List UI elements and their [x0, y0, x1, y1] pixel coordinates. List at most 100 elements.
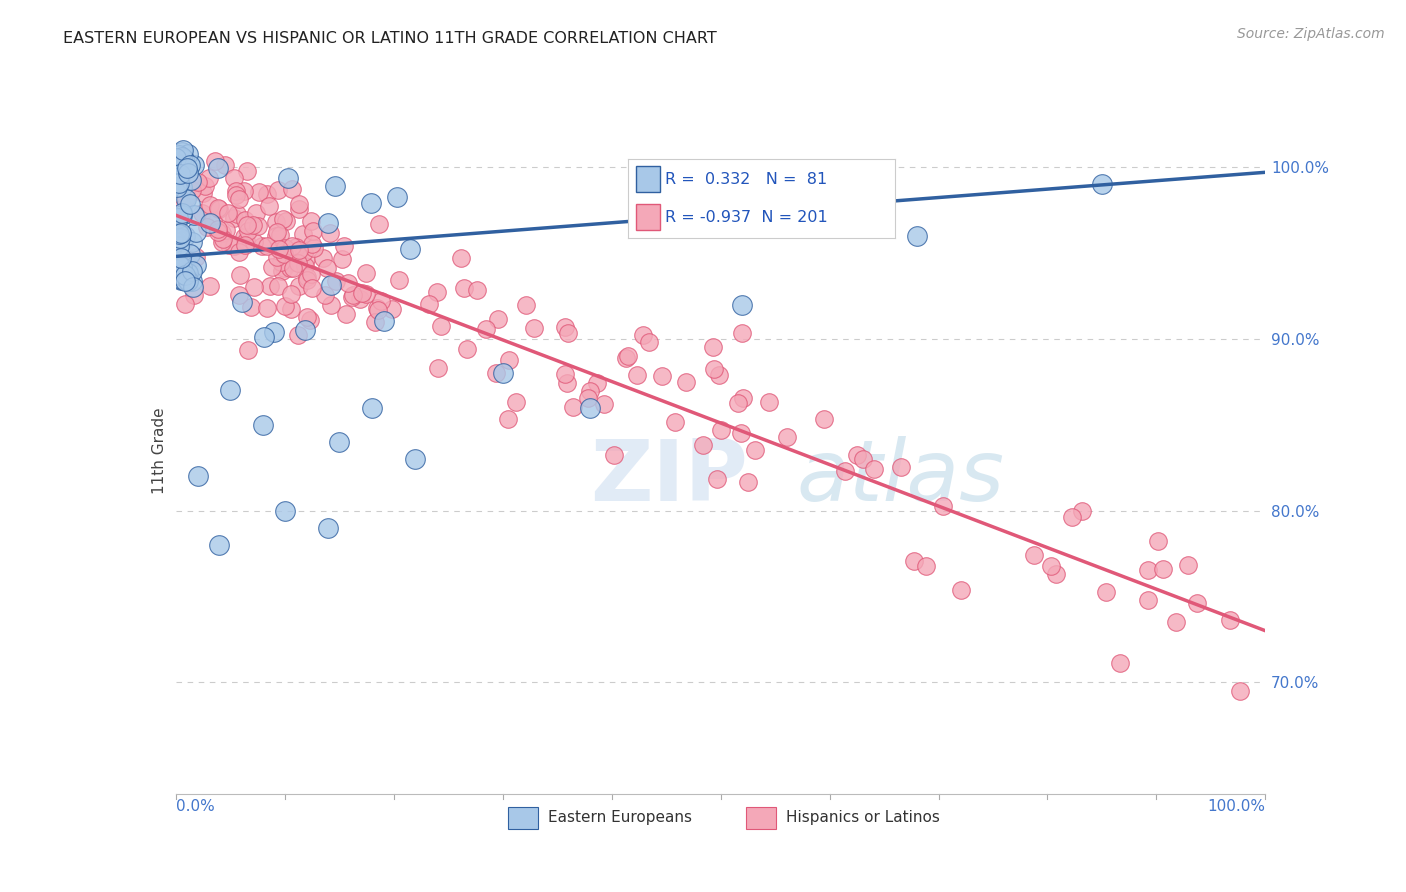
Point: [273, 241, 295, 255]
Point: [176, 161, 198, 175]
Point: [1229, 684, 1251, 698]
Point: [280, 301, 302, 316]
Point: [256, 239, 278, 253]
Point: [174, 274, 197, 288]
Point: [225, 207, 247, 221]
Point: [245, 205, 267, 219]
Point: [730, 426, 752, 441]
Point: [219, 384, 242, 398]
Point: [731, 297, 754, 311]
Point: [360, 401, 382, 415]
Point: [198, 279, 221, 293]
Text: Hispanics or Latinos: Hispanics or Latinos: [786, 810, 941, 825]
Point: [373, 314, 395, 328]
Point: [267, 278, 290, 293]
Point: [229, 268, 252, 283]
Point: [218, 238, 240, 252]
Point: [903, 554, 925, 568]
Point: [576, 391, 599, 405]
Y-axis label: 11th Grade: 11th Grade: [152, 407, 167, 494]
Point: [352, 286, 374, 301]
Point: [167, 176, 190, 190]
Point: [368, 217, 391, 231]
Point: [354, 266, 377, 280]
Point: [173, 153, 195, 167]
Point: [603, 448, 626, 462]
Point: [236, 224, 259, 238]
Point: [456, 342, 478, 356]
Point: [177, 273, 200, 287]
Point: [744, 442, 766, 457]
Point: [170, 273, 193, 287]
Point: [427, 360, 450, 375]
Point: [195, 220, 218, 235]
Point: [274, 214, 297, 228]
Point: [915, 558, 938, 573]
Point: [170, 251, 193, 265]
Point: [626, 368, 648, 382]
Point: [167, 227, 190, 241]
Point: [235, 219, 257, 233]
Point: [180, 173, 202, 187]
Point: [325, 274, 347, 288]
Point: [242, 219, 264, 233]
Point: [301, 281, 323, 295]
Point: [337, 276, 360, 290]
Point: [813, 411, 835, 425]
Point: [194, 179, 217, 194]
Point: [280, 182, 302, 196]
Point: [176, 274, 198, 288]
Point: [172, 208, 194, 222]
Point: [703, 361, 725, 376]
Point: [429, 319, 451, 334]
Point: [592, 397, 614, 411]
Point: [617, 349, 640, 363]
Point: [231, 295, 253, 310]
Point: [288, 243, 311, 257]
Point: [299, 267, 322, 281]
Point: [328, 434, 350, 449]
Text: R =  0.332   N =  81: R = 0.332 N = 81: [665, 171, 828, 186]
Point: [239, 300, 262, 314]
Point: [285, 240, 308, 254]
Point: [267, 183, 290, 197]
Point: [211, 235, 233, 249]
Point: [214, 158, 236, 172]
Point: [177, 166, 200, 180]
Point: [651, 369, 673, 384]
Point: [211, 226, 233, 240]
Point: [242, 235, 264, 250]
Point: [180, 274, 202, 288]
Point: [287, 256, 309, 270]
Point: [692, 438, 714, 452]
Point: [486, 312, 509, 326]
Point: [381, 301, 404, 316]
Point: [169, 167, 191, 181]
Point: [294, 323, 316, 337]
Point: [295, 270, 318, 285]
Point: [186, 225, 208, 239]
Point: [852, 452, 875, 467]
Text: 100.0%: 100.0%: [1208, 799, 1265, 814]
Point: [180, 264, 202, 278]
Point: [177, 147, 200, 161]
Point: [204, 154, 226, 169]
Point: [418, 297, 440, 311]
Point: [273, 260, 295, 275]
Point: [225, 184, 247, 198]
Point: [191, 206, 214, 220]
Point: [207, 202, 229, 216]
Point: [250, 239, 273, 253]
Point: [496, 412, 519, 426]
Point: [890, 459, 912, 474]
Point: [232, 230, 254, 244]
Point: [269, 242, 291, 256]
Point: [177, 266, 200, 280]
Point: [253, 330, 276, 344]
Text: Eastern Europeans: Eastern Europeans: [548, 810, 693, 825]
Point: [475, 322, 498, 336]
Point: [165, 258, 187, 272]
Point: [166, 179, 188, 194]
Point: [301, 224, 323, 238]
Point: [295, 310, 318, 324]
